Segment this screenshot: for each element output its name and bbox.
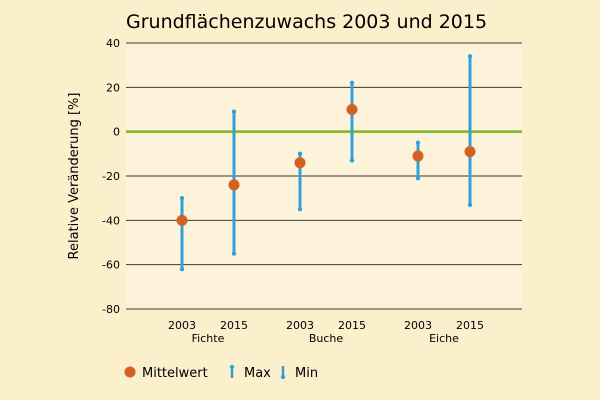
y-tick-label: -20 [102,170,120,183]
mean-point [294,157,306,169]
max-marker [349,80,355,86]
y-tick-labels: 40 20 0 -20 -40 -60 -80 [102,37,120,316]
y-axis-label: Relative Veränderung [%] [67,93,82,260]
group-label: Eiche [429,332,459,345]
mean-point [412,150,424,162]
data-marks [176,54,476,272]
legend-mean-marker [124,366,136,378]
legend-label: Mittelwert [142,366,208,381]
max-marker [415,140,421,145]
group-label: Buche [309,332,344,345]
legend-label: Max [244,366,271,381]
year-label: 2003 [286,319,314,332]
y-tick-label: 0 [113,126,120,139]
max-marker [467,54,473,59]
gridlines [126,42,522,310]
min-marker [231,251,237,256]
y-tick-label: -80 [102,303,120,316]
max-marker [231,109,237,114]
mean-point [464,146,476,158]
chart-title: Grundflächenzuwachs 2003 und 2015 [126,11,487,33]
mean-point [228,179,240,191]
group-label: Fichte [192,332,225,345]
y-tick-label: 40 [106,37,120,50]
max-marker [179,195,185,201]
year-label: 2015 [338,319,366,332]
y-tick-label: 20 [106,81,120,94]
year-label: 2003 [168,319,196,332]
year-label: 2003 [404,319,432,332]
y-tick-label: -60 [102,259,120,272]
year-label: 2015 [220,319,248,332]
min-marker [415,176,421,181]
min-marker [467,202,473,208]
y-tick-label: -40 [102,214,120,227]
legend-label: Min [295,366,318,381]
legend-max-cap [229,364,235,370]
min-marker [297,207,303,212]
legend: Mittelwert Max Min [124,364,318,381]
year-label: 2015 [456,319,484,332]
mean-point [346,104,358,115]
legend-min-cap [280,374,286,380]
min-marker [179,266,185,272]
max-marker [297,151,303,157]
min-marker [349,158,355,163]
mean-point [176,214,188,226]
